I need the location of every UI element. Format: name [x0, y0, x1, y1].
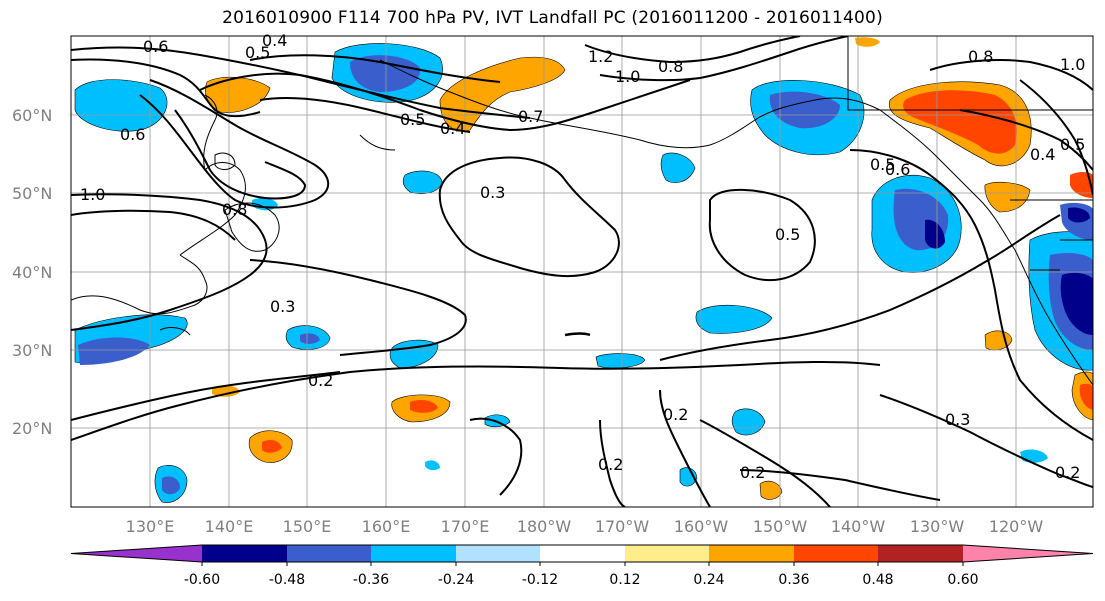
- map-frame: [70, 35, 1094, 508]
- lon-label: 130°W: [910, 517, 965, 536]
- svg-text:0.3: 0.3: [945, 410, 970, 429]
- lon-label: 170°E: [441, 517, 490, 536]
- colorbar-tick-label: 0.12: [609, 572, 640, 588]
- svg-text:0.2: 0.2: [1055, 463, 1080, 482]
- lon-label: 130°E: [126, 517, 175, 536]
- longitude-labels: 130°E 140°E 150°E 160°E 170°E 180°W 170°…: [126, 517, 1044, 536]
- colorbar-tick-label: -0.12: [522, 572, 558, 588]
- ivt-shading: [74, 37, 1093, 503]
- colorbar-tick-label: -0.60: [184, 572, 220, 588]
- colorbar-segment: [287, 545, 371, 562]
- latitude-labels: 60°N 50°N 40°N 30°N 20°N: [12, 106, 52, 438]
- colorbar-boxes: [70, 544, 1094, 563]
- svg-text:0.4: 0.4: [440, 119, 465, 138]
- lat-label: 20°N: [12, 419, 52, 438]
- colorbar-segment: [71, 545, 202, 562]
- svg-text:0.2: 0.2: [598, 455, 623, 474]
- lon-label: 150°W: [753, 517, 808, 536]
- coastlines: [71, 36, 1093, 386]
- svg-text:0.4: 0.4: [1030, 145, 1055, 164]
- svg-text:0.5: 0.5: [870, 155, 895, 174]
- svg-text:0.6: 0.6: [885, 160, 910, 179]
- svg-text:0.7: 0.7: [518, 107, 543, 126]
- lon-label: 150°E: [283, 517, 332, 536]
- lon-label: 140°W: [831, 517, 886, 536]
- svg-text:0.5: 0.5: [1060, 135, 1085, 154]
- svg-text:0.2: 0.2: [663, 405, 688, 424]
- colorbar-segment: [963, 545, 1093, 562]
- svg-text:0.3: 0.3: [480, 183, 505, 202]
- svg-text:1.2: 1.2: [588, 47, 613, 66]
- svg-text:0.5: 0.5: [245, 43, 270, 62]
- svg-text:0.2: 0.2: [308, 371, 333, 390]
- colorbar-tick-label: 0.24: [693, 572, 724, 588]
- colorbar-segment: [794, 545, 878, 562]
- lon-label: 180°W: [517, 517, 572, 536]
- svg-text:0.5: 0.5: [775, 225, 800, 244]
- colorbar-tick-label: 0.48: [862, 572, 893, 588]
- svg-text:0.5: 0.5: [400, 110, 425, 129]
- colorbar-segment: [371, 545, 456, 562]
- colorbar-segment: [540, 545, 625, 562]
- svg-text:0.2: 0.2: [740, 463, 765, 482]
- svg-text:1.0: 1.0: [80, 185, 105, 204]
- lon-label: 170°W: [595, 517, 650, 536]
- lon-label: 120°W: [989, 517, 1044, 536]
- colorbar-segment: [456, 545, 540, 562]
- svg-text:0.8: 0.8: [222, 200, 247, 219]
- colorbar-ticks: [201, 562, 964, 566]
- colorbar: -0.60 -0.48 -0.36 -0.24 -0.12 0.12 0.24 …: [70, 544, 1094, 588]
- pv-contours: [71, 36, 1093, 507]
- svg-text:1.0: 1.0: [1060, 55, 1085, 74]
- colorbar-tick-label: -0.24: [438, 572, 474, 588]
- map-title: 2016010900 F114 700 hPa PV, IVT Landfall…: [222, 8, 883, 28]
- colorbar-segment: [202, 545, 287, 562]
- lat-label: 50°N: [12, 184, 52, 203]
- svg-text:1.0: 1.0: [615, 67, 640, 86]
- svg-text:0.3: 0.3: [270, 297, 295, 316]
- colorbar-segment: [625, 545, 709, 562]
- colorbar-tick-label: -0.48: [269, 572, 305, 588]
- lon-label: 160°E: [362, 517, 411, 536]
- colorbar-segment: [878, 545, 963, 562]
- lat-label: 60°N: [12, 106, 52, 125]
- colorbar-tick-label: 0.60: [947, 572, 978, 588]
- svg-text:0.8: 0.8: [658, 57, 683, 76]
- colorbar-tick-label: -0.36: [353, 572, 389, 588]
- contour-labels: 0.6 0.5 0.4 1.2 1.0 0.8 0.5 0.4 0.7 0.6 …: [80, 31, 1085, 482]
- svg-text:0.6: 0.6: [143, 37, 168, 56]
- svg-text:0.8: 0.8: [968, 47, 993, 66]
- lat-label: 30°N: [12, 341, 52, 360]
- colorbar-segment: [709, 545, 794, 562]
- lat-label: 40°N: [12, 263, 52, 282]
- lon-label: 160°W: [674, 517, 729, 536]
- svg-text:0.4: 0.4: [262, 31, 287, 50]
- lon-label: 140°E: [205, 517, 254, 536]
- svg-text:0.6: 0.6: [120, 125, 145, 144]
- colorbar-tick-label: 0.36: [778, 572, 809, 588]
